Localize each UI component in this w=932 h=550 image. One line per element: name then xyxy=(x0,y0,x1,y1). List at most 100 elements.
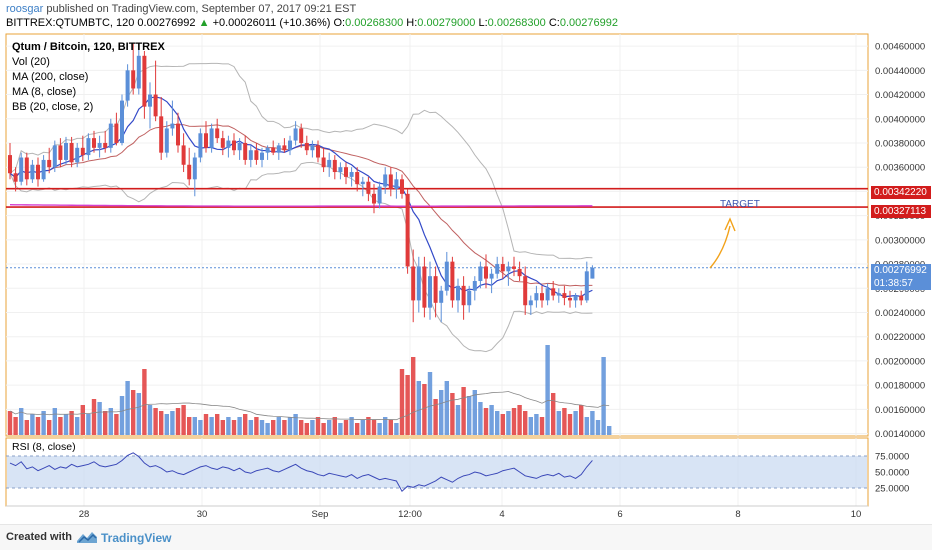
candle-body xyxy=(181,145,186,165)
legend-item-ma8[interactable]: MA (8, close) xyxy=(12,86,77,98)
candle-body xyxy=(288,140,292,151)
candle-body xyxy=(579,295,584,301)
volume-bar xyxy=(573,411,578,435)
volume-bar xyxy=(181,405,186,435)
candle-body xyxy=(69,142,74,163)
volume-bar xyxy=(52,408,57,435)
candle-body xyxy=(534,293,539,301)
rsi-tick-label: 75.0000 xyxy=(875,452,909,463)
candle-body xyxy=(310,145,315,151)
volume-bar xyxy=(355,423,360,435)
chart-header: roosgar published on TradingView.com, Se… xyxy=(0,0,932,32)
volume-bar xyxy=(220,420,225,435)
volume-bar xyxy=(243,414,248,435)
volume-bar xyxy=(97,402,102,435)
legend-item-bb[interactable]: BB (20, close, 2) xyxy=(12,101,94,113)
time-tick-label: 30 xyxy=(197,509,208,520)
candle-body xyxy=(344,167,348,177)
low-label: L: xyxy=(478,17,488,29)
candle-body xyxy=(450,261,455,301)
volume-bar xyxy=(86,414,91,435)
candle-body xyxy=(260,152,264,160)
legend-item-vol[interactable]: Vol (20) xyxy=(12,56,50,68)
candle-body xyxy=(248,150,253,160)
volume-bar xyxy=(75,417,80,435)
volume-bar xyxy=(495,411,500,435)
volume-bar xyxy=(523,411,528,435)
volume-bar xyxy=(24,420,29,435)
candle-body xyxy=(232,140,236,151)
volume-bar xyxy=(349,417,354,435)
candle-body xyxy=(512,266,516,269)
volume-bar xyxy=(556,411,561,435)
rsi-pane xyxy=(6,452,868,492)
tradingview-brand[interactable]: TradingView xyxy=(101,531,172,545)
price-tick-label: 0.00380000 xyxy=(875,138,925,149)
volume-bar xyxy=(321,423,326,435)
candle-body xyxy=(484,266,488,279)
high-label: H: xyxy=(406,17,418,29)
volume-bar xyxy=(299,420,304,435)
volume-bar xyxy=(136,393,141,435)
candle-body xyxy=(114,123,119,143)
legend-item-ma200[interactable]: MA (200, close) xyxy=(12,71,89,83)
volume-bar xyxy=(35,417,41,435)
candle-body xyxy=(237,142,242,151)
volume-bar xyxy=(63,414,69,435)
candle-body xyxy=(590,267,595,279)
volume-bar xyxy=(170,411,175,435)
volume-bar xyxy=(422,384,427,435)
candle-body xyxy=(75,147,80,163)
symbol-info: BITTREX:QTUMBTC, 120 0.00276992 ▲ +0.000… xyxy=(6,17,618,29)
volume-bar xyxy=(405,375,410,435)
volume-bar xyxy=(125,381,130,435)
volume-bar xyxy=(254,417,259,435)
price-tick-label: 0.00400000 xyxy=(875,114,925,125)
candle-body xyxy=(271,147,276,153)
price-tick-label: 0.00160000 xyxy=(875,405,925,416)
candle-body xyxy=(428,276,432,308)
volume-bar xyxy=(231,420,237,435)
price-tick-label: 0.00420000 xyxy=(875,90,925,101)
volume-bar xyxy=(69,411,74,435)
price-tick-label: 0.00200000 xyxy=(875,356,925,367)
candle-body xyxy=(19,157,24,182)
price-tick-label: 0.00180000 xyxy=(875,381,925,392)
candle-body xyxy=(64,142,68,160)
candle-body xyxy=(461,285,466,306)
high-value: 0.00279000 xyxy=(417,17,476,29)
candle-body xyxy=(47,159,52,168)
time-tick-label: 4 xyxy=(499,509,504,520)
candlesticks xyxy=(8,43,736,323)
rsi-tick-label: 25.0000 xyxy=(875,484,909,495)
volume-bar xyxy=(607,426,612,435)
candle-body xyxy=(355,172,360,185)
candle-body xyxy=(170,123,175,129)
volume-bar xyxy=(534,414,539,435)
volume-bar xyxy=(394,423,399,435)
volume-bar xyxy=(7,411,13,435)
volume-bar xyxy=(528,417,533,435)
volume-bar xyxy=(478,402,483,435)
volume-bar xyxy=(287,417,293,435)
ma200-line xyxy=(9,204,593,207)
volume-bar xyxy=(562,408,567,435)
target-arrow xyxy=(709,225,731,269)
time-tick-label: Sep xyxy=(312,509,329,520)
volume-bar xyxy=(41,411,46,435)
volume-bar xyxy=(567,414,573,435)
candle-body xyxy=(366,181,371,194)
candle-body xyxy=(411,266,416,301)
volume-bar xyxy=(579,405,584,435)
candle-body xyxy=(125,70,130,101)
publisher-link[interactable]: roosgar xyxy=(6,3,44,15)
volume-bar xyxy=(259,420,265,435)
tradingview-logo-icon[interactable] xyxy=(76,529,98,550)
volume-bar xyxy=(411,357,416,435)
volume-bar xyxy=(153,408,158,435)
candle-body xyxy=(372,193,376,204)
rsi-legend[interactable]: RSI (8, close) xyxy=(12,441,76,453)
candle-body xyxy=(444,261,449,291)
resistance-price-tag-1: 0.00342220 xyxy=(871,186,931,199)
volume-bar xyxy=(338,423,343,435)
